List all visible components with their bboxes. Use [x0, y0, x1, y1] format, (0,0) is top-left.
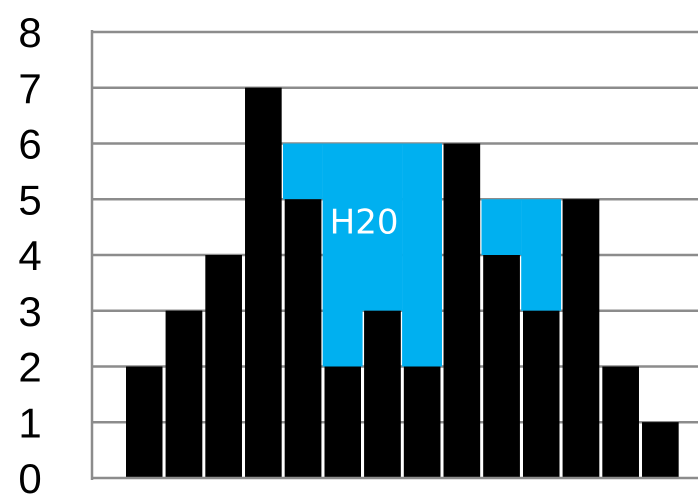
- water-segment-5: [283, 143, 323, 200]
- water-segment-6: [322, 143, 363, 367]
- y-tick-label-8: 8: [18, 9, 41, 56]
- bar-top-2: [165, 310, 203, 478]
- y-tick-label-7: 7: [18, 65, 41, 112]
- water-segment-10: [481, 199, 522, 255]
- y-tick-label-1: 1: [18, 399, 41, 446]
- y-tick-label-2: 2: [18, 344, 41, 391]
- y-tick-label-6: 6: [18, 121, 41, 168]
- water-segment-8: [402, 143, 442, 367]
- bar-top-8: [403, 366, 441, 478]
- bar-top-9: [443, 143, 481, 478]
- bar-top-1: [126, 366, 163, 478]
- bar-top-4: [245, 87, 282, 478]
- bar-top-7: [364, 310, 401, 478]
- bar-top-11: [523, 310, 560, 478]
- bar-top-12: [562, 199, 600, 478]
- labels: 0 1 2 3 4 5 6 7 8 H20: [18, 9, 398, 495]
- water-segment-7: [362, 143, 403, 311]
- bar-top-5: [284, 199, 322, 478]
- bar-top-3: [205, 255, 242, 478]
- water-segment-11: [521, 199, 562, 311]
- y-tick-label-0: 0: [18, 455, 41, 495]
- annotation-label: H20: [330, 203, 399, 243]
- bar-top-13: [602, 366, 639, 478]
- y-tick-label-4: 4: [18, 232, 41, 279]
- bar-top-6: [324, 366, 361, 478]
- axes: [90, 30, 698, 480]
- y-tick-label-5: 5: [18, 176, 41, 223]
- bar-top-10: [483, 255, 520, 478]
- y-tick-label-3: 3: [18, 288, 41, 335]
- bar-top-14: [642, 422, 679, 478]
- bars: [126, 87, 679, 478]
